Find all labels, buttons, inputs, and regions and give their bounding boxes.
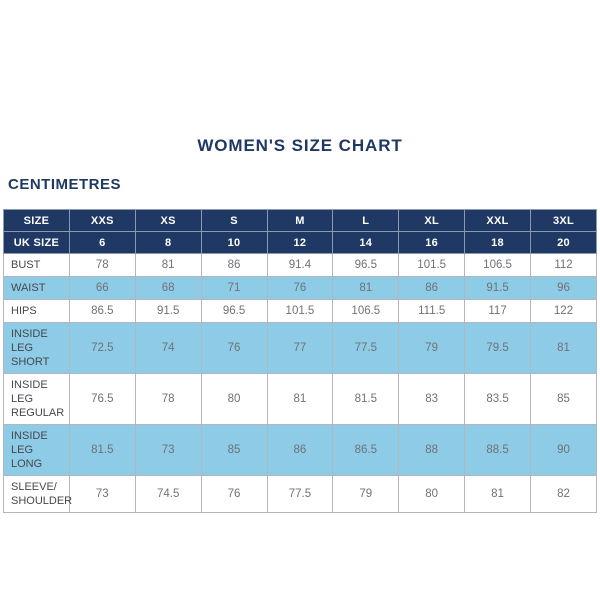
measurement-value-cell: 96.5 xyxy=(332,253,400,277)
measurement-value-cell: 66 xyxy=(68,276,136,300)
measurement-value-cell: 77 xyxy=(266,322,334,374)
table-row: HIPS 86.5 91.5 96.5 101.5 106.5 111.5 117 122 xyxy=(3,299,597,323)
uk-size-cell: 12 xyxy=(266,231,334,254)
measurement-value-cell: 106.5 xyxy=(332,299,400,323)
measurement-value-cell: 86 xyxy=(398,276,466,300)
measurement-row-label: INSIDE LEG LONG xyxy=(3,424,70,476)
page-title: WOMEN'S SIZE CHART xyxy=(197,136,403,155)
table-row: BUST 78 81 86 91.4 96.5 101.5 106.5 112 xyxy=(3,253,597,277)
measurement-row-label: INSIDE LEG REGULAR xyxy=(3,373,70,425)
uk-size-cell: 20 xyxy=(530,231,597,254)
size-column-header: SIZE xyxy=(3,209,70,232)
table-head: SIZE XXS XS S M L XL XXL 3XL UK SIZE 6 8 10 12 14 16 18 2… xyxy=(3,209,597,254)
measurement-value-cell: 71 xyxy=(200,276,268,300)
measurement-value-cell: 76 xyxy=(200,475,268,513)
measurement-value-cell: 117 xyxy=(464,299,531,323)
measurement-value-cell: 91.5 xyxy=(134,299,202,323)
measurement-value-cell: 81 xyxy=(530,322,597,374)
table-row: INSIDE LEG REGULAR 76.5 78 80 81 81.5 83 83.5 85 xyxy=(3,373,597,425)
measurement-value-cell: 73 xyxy=(68,475,136,513)
size-header-cell: M xyxy=(266,209,334,232)
measurement-value-cell: 111.5 xyxy=(398,299,466,323)
measurement-value-cell: 91.4 xyxy=(266,253,334,277)
measurement-value-cell: 106.5 xyxy=(464,253,531,277)
measurement-value-cell: 88.5 xyxy=(464,424,531,476)
measurement-value-cell: 79 xyxy=(332,475,400,513)
measurement-value-cell: 77.5 xyxy=(332,322,400,374)
measurement-value-cell: 101.5 xyxy=(398,253,466,277)
uk-size-cell: 14 xyxy=(332,231,400,254)
table-row: INSIDE LEG LONG 81.5 73 85 86 86.5 88 88.5 90 xyxy=(3,424,597,476)
table-row: WAIST 66 68 71 76 81 86 91.5 96 xyxy=(3,276,597,300)
measurement-row-label: BUST xyxy=(3,253,70,277)
measurement-row-label: SLEEVE/SHOULDER xyxy=(3,475,72,513)
size-header-cell: XXL xyxy=(464,209,531,232)
measurement-value-cell: 91.5 xyxy=(464,276,531,300)
table-row-size-header: SIZE XXS XS S M L XL XXL 3XL xyxy=(3,209,597,232)
measurement-value-cell: 86.5 xyxy=(68,299,136,323)
table-body: BUST 78 81 86 91.4 96.5 101.5 106.5 112 WAIST 66 68… xyxy=(3,253,597,513)
table-row: INSIDE LEG SHORT 72.5 74 76 77 77.5 79 79.5 81 xyxy=(3,322,597,374)
measurement-value-cell: 80 xyxy=(200,373,268,425)
table-row: SLEEVE/SHOULDER 73 74.5 76 77.5 79 80 81 82 xyxy=(3,475,597,513)
measurement-value-cell: 85 xyxy=(530,373,597,425)
measurement-value-cell: 77.5 xyxy=(266,475,334,513)
measurement-value-cell: 73 xyxy=(134,424,202,476)
size-header-cell: XL xyxy=(398,209,466,232)
measurement-value-cell: 81 xyxy=(332,276,400,300)
size-header-cell: 3XL xyxy=(530,209,597,232)
uk-size-row-label: UK SIZE xyxy=(3,231,70,254)
measurement-value-cell: 80 xyxy=(398,475,466,513)
measurement-value-cell: 74.5 xyxy=(134,475,202,513)
measurement-value-cell: 86 xyxy=(266,424,334,476)
measurement-value-cell: 96 xyxy=(530,276,597,300)
measurement-value-cell: 74 xyxy=(134,322,202,374)
measurement-value-cell: 83.5 xyxy=(464,373,531,425)
uk-size-cell: 6 xyxy=(68,231,136,254)
measurement-value-cell: 85 xyxy=(200,424,268,476)
measurement-value-cell: 72.5 xyxy=(68,322,136,374)
measurement-value-cell: 79.5 xyxy=(464,322,531,374)
measurement-value-cell: 76.5 xyxy=(68,373,136,425)
size-header-cell: L xyxy=(332,209,400,232)
table-row-uk-size: UK SIZE 6 8 10 12 14 16 18 20 xyxy=(3,231,597,254)
size-chart-table: SIZE XXS XS S M L XL XXL 3XL UK SIZE 6 8 10 12 14 16 18 2… xyxy=(3,209,597,513)
measurement-value-cell: 81.5 xyxy=(332,373,400,425)
measurement-value-cell: 68 xyxy=(134,276,202,300)
uk-size-cell: 8 xyxy=(134,231,202,254)
measurement-value-cell: 96.5 xyxy=(200,299,268,323)
size-header-cell: XS xyxy=(134,209,202,232)
uk-size-cell: 10 xyxy=(200,231,268,254)
measurement-row-label: WAIST xyxy=(3,276,70,300)
measurement-value-cell: 90 xyxy=(530,424,597,476)
size-header-cell: XXS xyxy=(68,209,136,232)
measurement-value-cell: 79 xyxy=(398,322,466,374)
measurement-value-cell: 86 xyxy=(200,253,268,277)
unit-label: CENTIMETRES xyxy=(8,176,122,193)
measurement-value-cell: 101.5 xyxy=(266,299,334,323)
measurement-row-label: HIPS xyxy=(3,299,70,323)
size-header-cell: S xyxy=(200,209,268,232)
measurement-value-cell: 86.5 xyxy=(332,424,400,476)
measurement-value-cell: 81 xyxy=(134,253,202,277)
uk-size-cell: 18 xyxy=(464,231,531,254)
measurement-value-cell: 88 xyxy=(398,424,466,476)
measurement-value-cell: 78 xyxy=(68,253,136,277)
measurement-value-cell: 76 xyxy=(200,322,268,374)
measurement-value-cell: 81.5 xyxy=(68,424,136,476)
measurement-value-cell: 82 xyxy=(530,475,597,513)
measurement-value-cell: 83 xyxy=(398,373,466,425)
measurement-value-cell: 81 xyxy=(464,475,531,513)
measurement-value-cell: 81 xyxy=(266,373,334,425)
measurement-value-cell: 76 xyxy=(266,276,334,300)
uk-size-cell: 16 xyxy=(398,231,466,254)
measurement-value-cell: 122 xyxy=(530,299,597,323)
measurement-value-cell: 78 xyxy=(134,373,202,425)
measurement-value-cell: 112 xyxy=(530,253,597,277)
measurement-row-label: INSIDE LEG SHORT xyxy=(3,322,70,374)
